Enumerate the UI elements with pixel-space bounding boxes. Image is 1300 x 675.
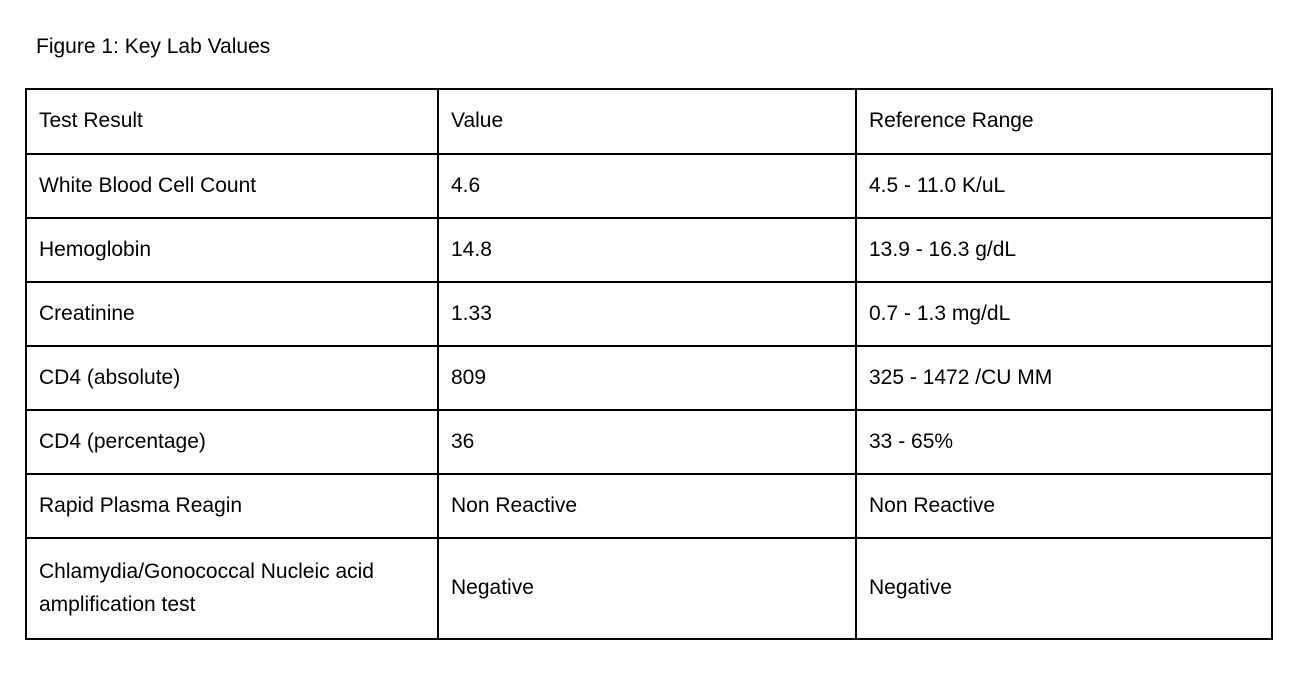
table-cell: 36 [437,409,857,475]
table-header: Test Result Value Reference Range [25,88,1273,155]
table-cell-text: Chlamydia/Gonococcal Nucleic acid amplif… [39,559,374,616]
column-header-label: Value [451,109,504,133]
table-cell: CD4 (percentage) [25,409,439,475]
table-cell: Non Reactive [855,473,1273,539]
table-cell: 809 [437,345,857,411]
table-cell-text: CD4 (percentage) [39,429,206,453]
figure-title: Figure 1: Key Lab Values [36,35,271,58]
table-body: White Blood Cell Count 4.6 4.5 - 11.0 K/uL… [25,153,1273,640]
column-header-label: Reference Range [869,109,1034,133]
table-row: Hemoglobin 14.8 13.9 - 16.3 g/dL [25,217,1273,283]
table-row: CD4 (absolute) 809 325 - 1472 /CU MM [25,345,1273,411]
table-cell: 1.33 [437,281,857,347]
table-cell-text: 1.33 [451,301,492,325]
table-cell-text: Negative [451,576,534,600]
table-cell-text: 0.7 - 1.3 mg/dL [869,301,1011,325]
table-cell: Non Reactive [437,473,857,539]
table-cell-text: 325 - 1472 /CU MM [869,365,1053,389]
table-cell-text: Negative [869,576,952,600]
column-header: Reference Range [855,88,1273,155]
table-row: White Blood Cell Count 4.6 4.5 - 11.0 K/uL [25,153,1273,219]
header-row: Test Result Value Reference Range [25,88,1273,155]
table-row: Creatinine 1.33 0.7 - 1.3 mg/dL [25,281,1273,347]
table-cell: 14.8 [437,217,857,283]
column-header: Test Result [25,88,439,155]
table-cell-text: Rapid Plasma Reagin [39,493,243,517]
table-cell: Negative [855,537,1273,640]
table-row: Chlamydia/Gonococcal Nucleic acid amplif… [25,537,1273,640]
table-cell: 4.6 [437,153,857,219]
table-cell-text: Hemoglobin [39,237,152,261]
table-cell: Creatinine [25,281,439,347]
table-cell-text: CD4 (absolute) [39,365,181,389]
table-row: CD4 (percentage) 36 33 - 65% [25,409,1273,475]
column-header-label: Test Result [39,109,143,133]
table-cell-text: 4.5 - 11.0 K/uL [869,173,1006,197]
table-cell-text: White Blood Cell Count [39,173,257,197]
lab-values-table: Test Result Value Reference Range White Bl… [25,88,1273,640]
table-cell: Negative [437,537,857,640]
table-cell: Rapid Plasma Reagin [25,473,439,539]
column-header: Value [437,88,857,155]
table-cell-text: 4.6 [451,173,481,197]
table-cell: Hemoglobin [25,217,439,283]
table-cell: Chlamydia/Gonococcal Nucleic acid amplif… [25,537,439,640]
table-cell: 0.7 - 1.3 mg/dL [855,281,1273,347]
table-cell: 4.5 - 11.0 K/uL [855,153,1273,219]
table-cell-text: Non Reactive [869,493,996,517]
table-cell-text: 33 - 65% [869,429,954,453]
table-cell: White Blood Cell Count [25,153,439,219]
table-row: Rapid Plasma Reagin Non Reactive Non React… [25,473,1273,539]
table-cell-text: Non Reactive [451,493,578,517]
table-cell: 13.9 - 16.3 g/dL [855,217,1273,283]
table-cell-text: 809 [451,365,487,389]
table-cell: 325 - 1472 /CU MM [855,345,1273,411]
table-cell-text: 14.8 [451,237,492,261]
table-cell-text: Creatinine [39,301,135,325]
table-cell: CD4 (absolute) [25,345,439,411]
table-cell-text: 13.9 - 16.3 g/dL [869,237,1017,261]
table-cell: 33 - 65% [855,409,1273,475]
table-cell-text: 36 [451,429,475,453]
